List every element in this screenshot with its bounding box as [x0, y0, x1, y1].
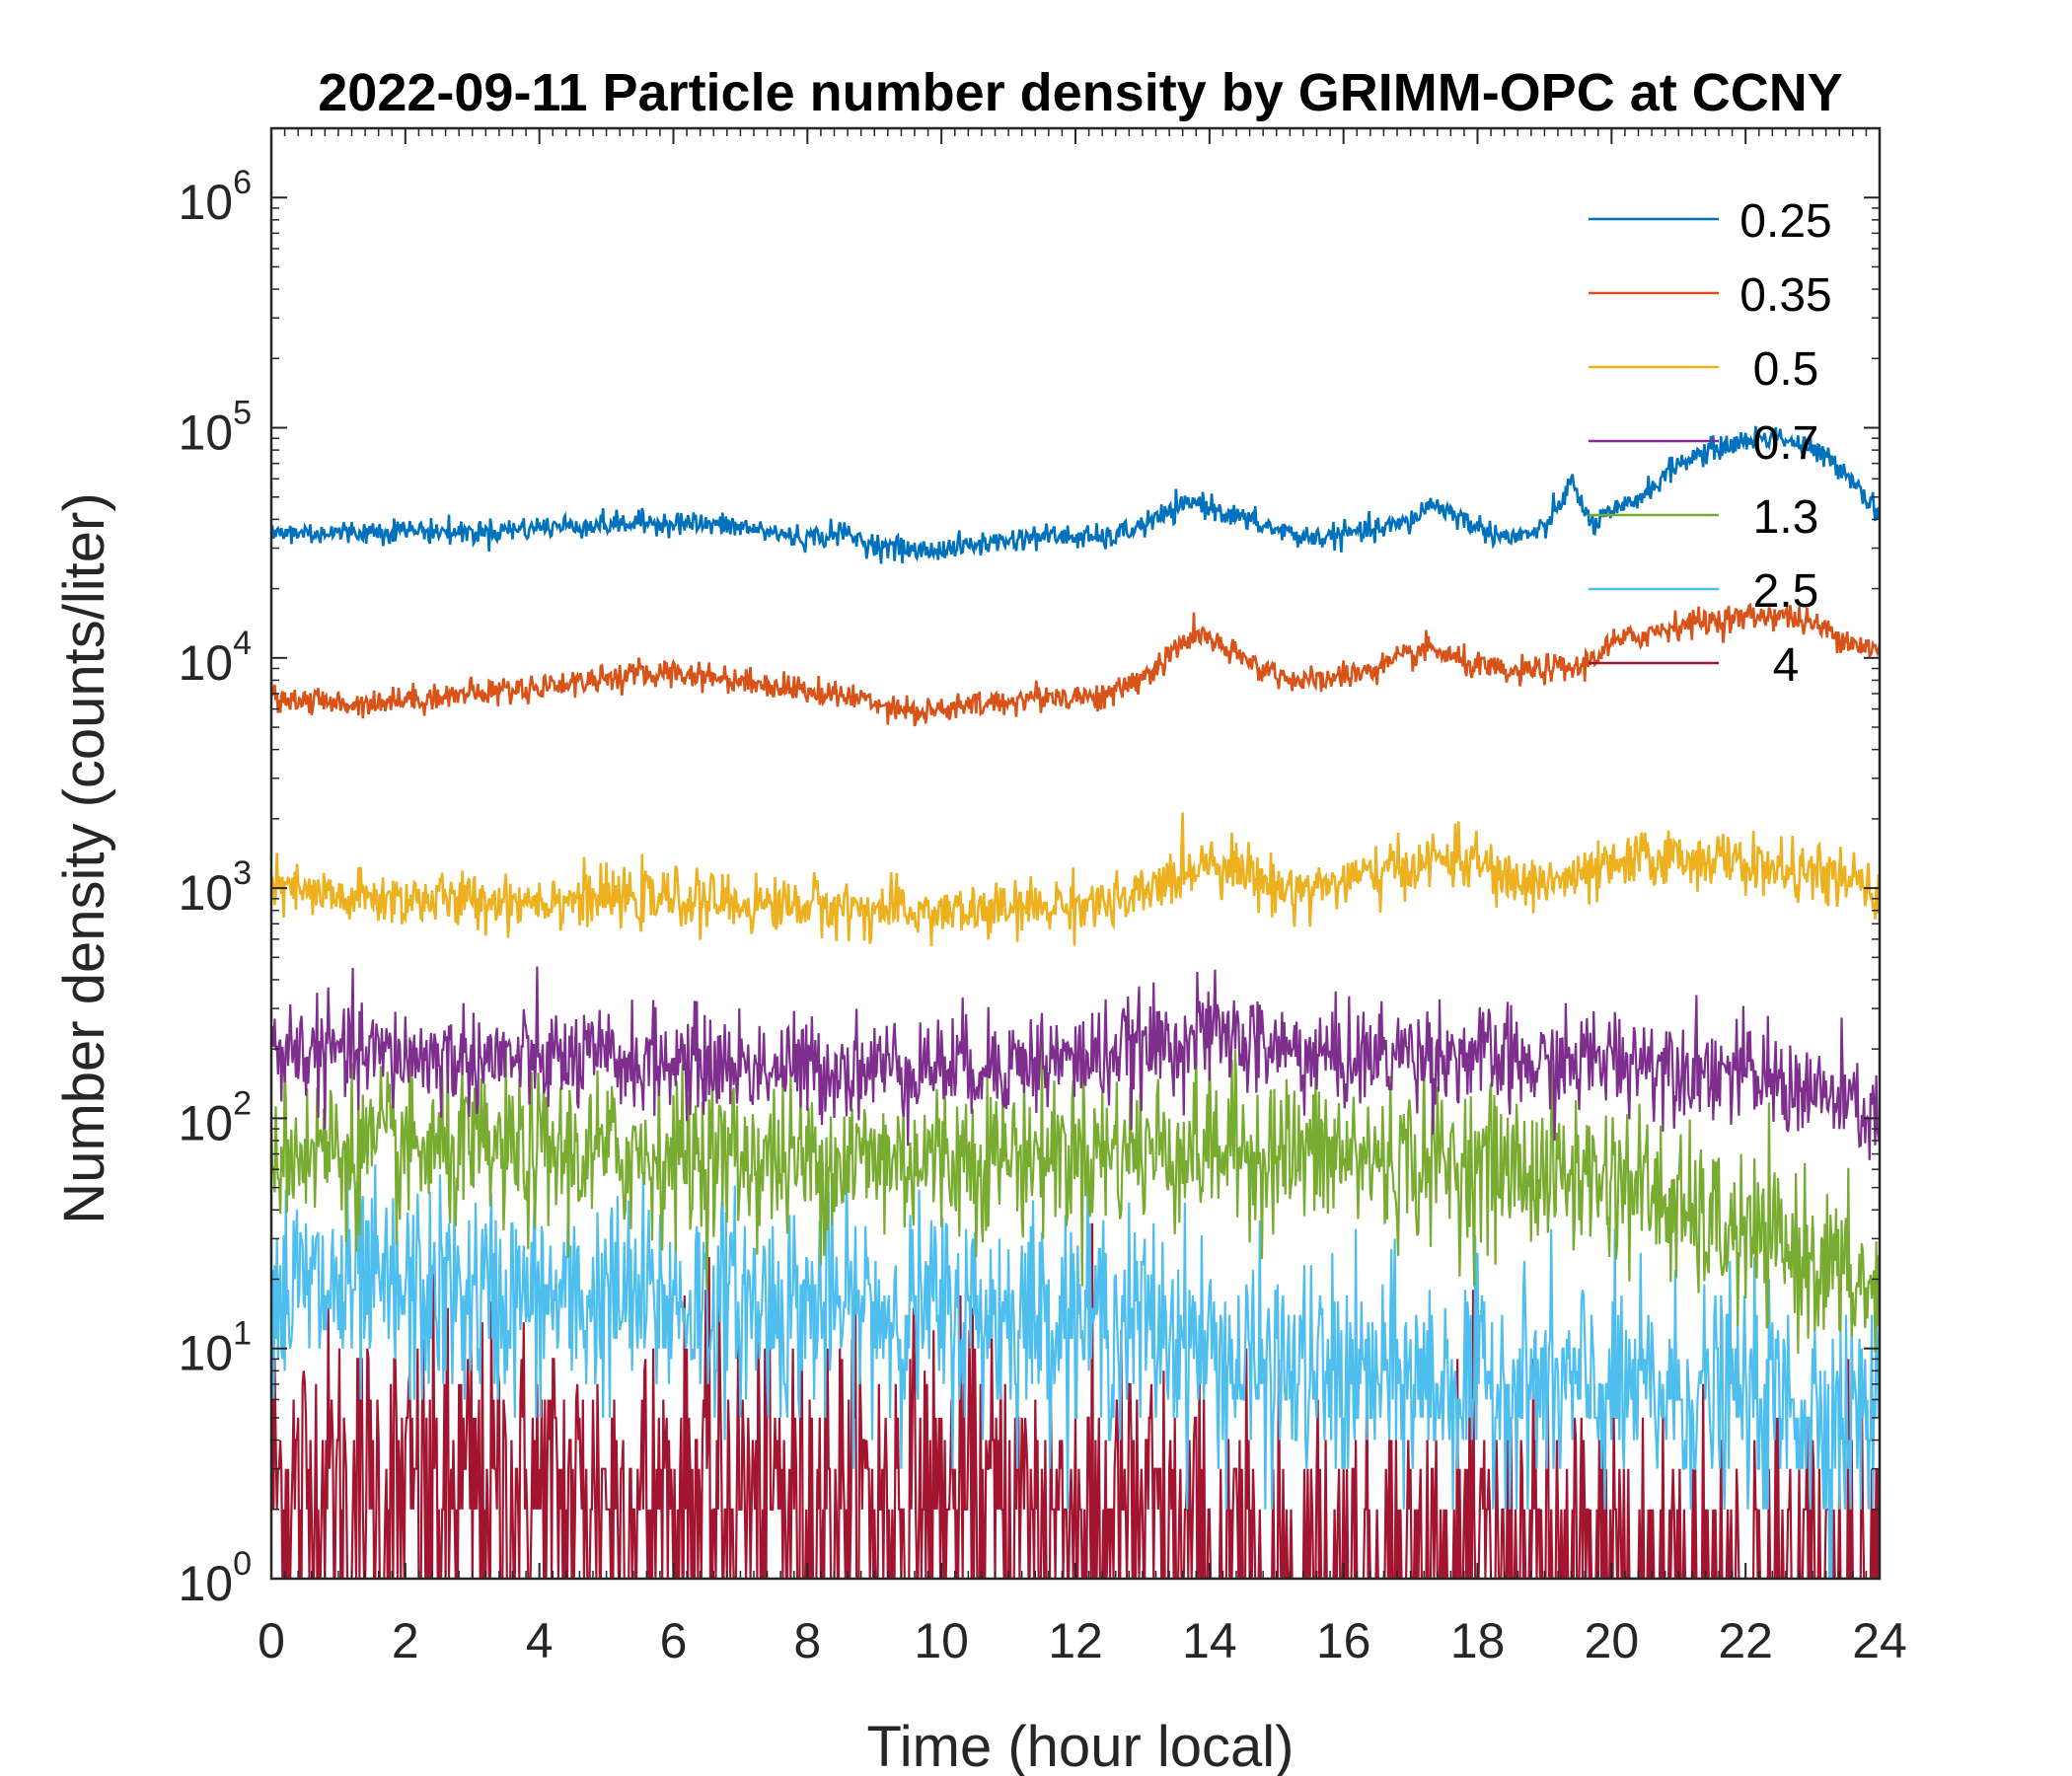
legend: 0.25 0.35 0.5 0.7 1.3 2.5 4: [1589, 195, 1832, 692]
y-axis-label: Number density (counts/liter): [52, 492, 116, 1223]
y-tick-label: 102: [178, 1084, 252, 1150]
x-tick-label: 18: [1450, 1613, 1506, 1668]
x-tick-label: 6: [660, 1613, 688, 1668]
series-line-1_3: [271, 1036, 1880, 1355]
x-tick-label: 8: [793, 1613, 821, 1668]
y-tick-label: 106: [178, 164, 252, 230]
plot-area: [271, 425, 1880, 1579]
chart-title: 2022-09-11 Particle number density by GR…: [318, 63, 1842, 122]
y-tick-label: 105: [178, 395, 252, 461]
series-line-0_7: [271, 966, 1880, 1160]
x-tick-label: 14: [1182, 1613, 1237, 1668]
legend-entry: 0.35: [1739, 269, 1831, 322]
x-tick-label: 10: [914, 1613, 969, 1668]
y-tick-label: 101: [178, 1315, 252, 1381]
x-tick-label: 22: [1718, 1613, 1773, 1668]
axes: 0 2 4 6 8 10 12 14 16 18 20 22 241001011021031041051…: [178, 126, 1907, 1668]
series-line-0_35: [271, 602, 1880, 727]
legend-entry: 4: [1773, 639, 1800, 692]
series-line-2_5: [271, 1164, 1880, 1579]
x-tick-label: 2: [392, 1613, 419, 1668]
y-tick-label: 100: [178, 1545, 252, 1611]
y-tick-label: 103: [178, 854, 252, 921]
series-line-0_5: [271, 812, 1880, 947]
x-tick-label: 24: [1852, 1613, 1907, 1668]
legend-entry: 0.7: [1753, 417, 1819, 470]
legend-entry: 1.3: [1753, 491, 1819, 544]
series-line-0_25: [271, 425, 1880, 564]
x-tick-label: 4: [526, 1613, 554, 1668]
legend-entry: 0.25: [1739, 195, 1831, 248]
legend-entry: 0.5: [1753, 343, 1819, 396]
x-tick-label: 20: [1585, 1613, 1640, 1668]
x-tick-label: 16: [1316, 1613, 1371, 1668]
x-axis-label: Time (hour local): [867, 1715, 1295, 1776]
x-tick-label: 12: [1048, 1613, 1103, 1668]
legend-entry: 2.5: [1753, 565, 1819, 618]
y-tick-label: 104: [178, 625, 252, 691]
x-tick-label: 0: [258, 1613, 285, 1668]
